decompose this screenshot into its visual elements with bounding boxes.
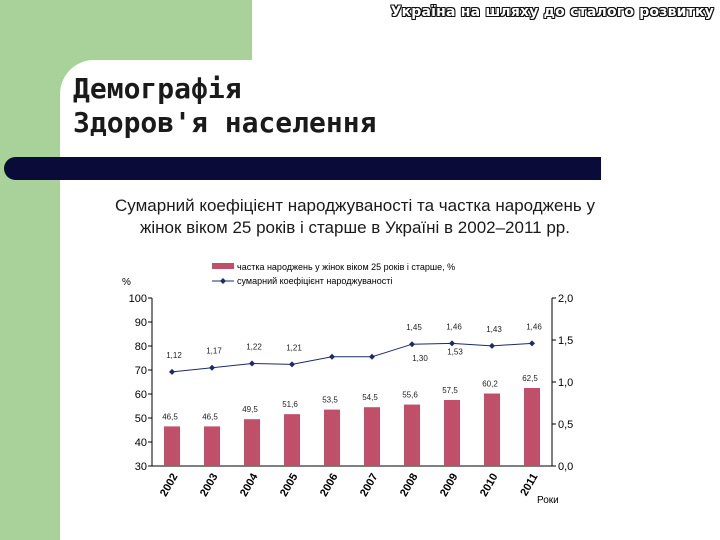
line-point-2011 [529, 340, 535, 347]
line-data-label: 1,43 [486, 325, 502, 334]
line-data-label: 1,22 [246, 343, 262, 352]
x-tick-label-2009: 2009 [438, 472, 461, 499]
line-point-2003 [209, 364, 215, 371]
line-point-2005 [289, 361, 295, 368]
right-axis-tick-label: 0,0 [558, 461, 573, 473]
bar-data-label: 49,5 [242, 405, 258, 414]
line-data-label: 1,46 [446, 322, 462, 331]
line-data-label: 1,12 [166, 351, 182, 360]
bar-data-label: 51,6 [282, 400, 298, 409]
line-series [171, 342, 533, 373]
x-tick-label-2005: 2005 [278, 472, 301, 499]
title-line-1: Демографія [73, 72, 242, 105]
chart-subtitle: Сумарний коефіцієнт народжуваності та ча… [60, 195, 650, 239]
bar-data-label: 55,6 [402, 391, 418, 400]
left-axis-tick-label: 60 [135, 389, 147, 401]
legend-line-label: сумарний коефіцієнт народжуваності [237, 276, 392, 286]
right-axis-tick-label: 2,0 [558, 293, 573, 305]
bar-2010 [484, 393, 500, 466]
title-line-2: Здоров'я населення [73, 106, 377, 139]
subtitle-line-1: Сумарний коефіцієнт народжуваності та ча… [115, 196, 595, 215]
x-axis-label: Роки [537, 495, 559, 506]
x-tick-label-2004: 2004 [238, 471, 261, 499]
x-tick-label-2010: 2010 [478, 472, 501, 499]
right-axis-tick-label: 1,0 [558, 377, 573, 389]
left-axis-tick-label: 70 [135, 365, 147, 377]
left-axis-tick-label: 90 [135, 317, 147, 329]
x-tick-label-2003: 2003 [198, 472, 221, 499]
header-caption: Україна на шляху до сталого розвитку [390, 4, 714, 20]
left-accent-bar [0, 0, 60, 540]
left-axis-label: % [122, 277, 131, 288]
bar-2002 [164, 426, 180, 466]
bar-data-label: 62,5 [522, 374, 538, 383]
legend-bar-label: частка народжень у жінок віком 25 років … [237, 262, 455, 272]
left-axis-tick-label: 100 [129, 293, 147, 305]
line-data-label: 1,17 [206, 347, 222, 356]
line-point-2002 [169, 368, 175, 375]
title-divider [4, 157, 601, 180]
left-axis-tick-label: 40 [135, 437, 147, 449]
line-point-2004 [249, 360, 255, 367]
left-axis-tick-label: 50 [135, 413, 147, 425]
bar-2008 [404, 404, 420, 466]
bar-data-label: 46,5 [162, 412, 178, 421]
legend-bar-swatch [212, 263, 234, 269]
x-tick-label-2007: 2007 [358, 472, 381, 499]
line-point-2006 [329, 353, 335, 360]
bar-2004 [244, 419, 260, 466]
line-point-2008 [409, 341, 415, 348]
line-data-label: 1,45 [406, 323, 422, 332]
line-data-label: 1,46 [526, 322, 542, 331]
x-tick-label-2006: 2006 [318, 472, 341, 499]
right-axis-tick-label: 1,5 [558, 335, 573, 347]
bar-2006 [324, 409, 340, 466]
bar-data-label: 46,5 [202, 412, 218, 421]
line-point-2010 [489, 342, 495, 349]
bar-2009 [444, 400, 460, 466]
bar-2011 [524, 388, 540, 466]
x-tick-label-2002: 2002 [158, 472, 181, 499]
page-title: Демографія Здоров'я населення [73, 72, 376, 140]
bar-2007 [364, 407, 380, 466]
bar-data-label: 60,2 [482, 380, 498, 389]
bar-data-label: 57,5 [442, 386, 458, 395]
bar-data-label: 54,5 [362, 393, 378, 402]
line-data-label: 1,53 [447, 347, 463, 356]
line-point-2009 [449, 340, 455, 347]
line-data-label: 1,21 [286, 343, 302, 352]
legend-line-marker [220, 278, 226, 284]
bar-data-label: 53,5 [322, 396, 338, 405]
left-axis-tick-label: 80 [135, 341, 147, 353]
x-tick-label-2008: 2008 [398, 472, 421, 499]
left-axis-tick-label: 30 [135, 461, 147, 473]
line-data-label: 1,30 [412, 354, 428, 363]
right-axis-tick-label: 0,5 [558, 419, 573, 431]
subtitle-line-2: жінок віком 25 років і старше в Україні … [140, 218, 570, 237]
bar-2003 [204, 426, 220, 466]
birth-rate-chart: 30 40 50 60 70 80 90 100% 0,0 0,5 1,0 1,5 2,0 46,5 46,… [122, 262, 573, 506]
bar-2005 [284, 414, 300, 466]
line-point-2007 [369, 353, 375, 360]
